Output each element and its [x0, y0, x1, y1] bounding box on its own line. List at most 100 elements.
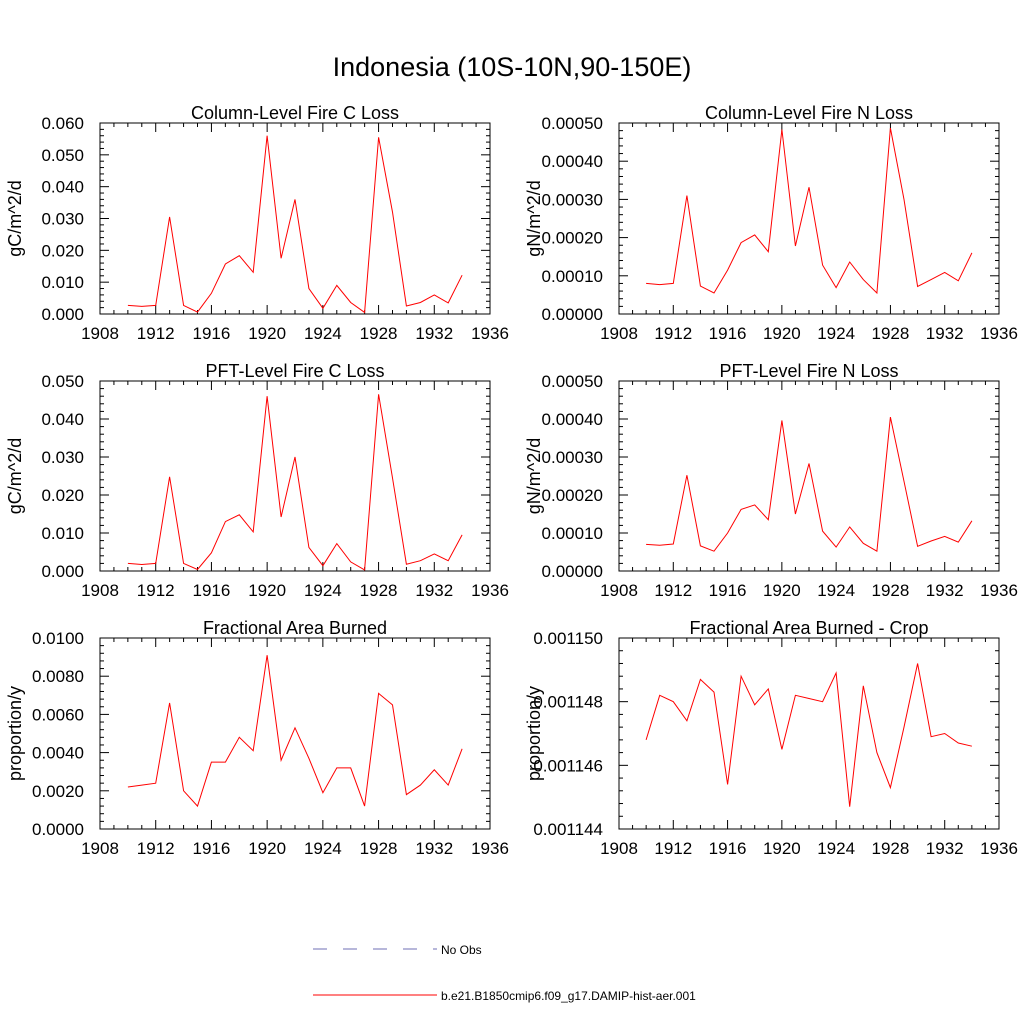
x-tick-label: 1916	[193, 324, 231, 343]
x-tick-label: 1908	[81, 324, 119, 343]
y-tick-label: 0.00040	[542, 410, 603, 429]
panel-title: PFT-Level Fire N Loss	[719, 361, 898, 381]
plot-frame	[618, 637, 1000, 830]
x-tick-label: 1936	[980, 581, 1018, 600]
y-axis-label: gC/m^2/d	[5, 438, 25, 514]
y-tick-label: 0.040	[41, 410, 84, 429]
y-tick-label: 0.00030	[542, 190, 603, 209]
y-tick-label: 0.00020	[542, 229, 603, 248]
y-tick-label: 0.010	[41, 273, 84, 292]
x-tick-label: 1912	[654, 581, 692, 600]
panel-4: PFT-Level Fire N Loss gN/m^2/d 1908 1912 191…	[524, 361, 1018, 600]
x-tick-label: 1936	[471, 839, 509, 858]
x-tick-label: 1932	[415, 324, 453, 343]
x-tick-label: 1908	[600, 324, 638, 343]
x-tick-label: 1932	[926, 581, 964, 600]
series-line	[127, 394, 463, 571]
x-tick-label: 1912	[654, 324, 692, 343]
series-line	[646, 416, 973, 553]
panel-title: Column-Level Fire C Loss	[191, 103, 399, 123]
y-tick-label: 0.000	[41, 305, 84, 324]
x-tick-label: 1932	[415, 581, 453, 600]
x-tick-label: 1936	[471, 324, 509, 343]
x-tick-label: 1928	[360, 581, 398, 600]
figure-title: Indonesia (10S-10N,90-150E)	[333, 52, 692, 82]
x-tick-label: 1912	[654, 839, 692, 858]
legend-label-model: b.e21.B1850cmip6.f09_g17.DAMIP-hist-aer.…	[441, 989, 696, 1003]
x-tick-label: 1916	[709, 839, 747, 858]
x-tick-label: 1908	[81, 581, 119, 600]
x-tick-label: 1916	[193, 581, 231, 600]
y-tick-label: 0.0060	[32, 705, 84, 724]
series-line	[646, 127, 973, 295]
y-tick-label: 0.050	[41, 372, 84, 391]
x-tick-label: 1932	[926, 839, 964, 858]
y-tick-label: 0.030	[41, 448, 84, 467]
y-tick-label: 0.00030	[542, 448, 603, 467]
x-tick-label: 1928	[360, 324, 398, 343]
y-tick-label: 0.010	[41, 524, 84, 543]
y-tick-label: 0.0100	[32, 629, 84, 648]
y-tick-label: 0.0020	[32, 782, 84, 801]
x-tick-label: 1908	[600, 581, 638, 600]
x-tick-label: 1920	[763, 839, 801, 858]
legend: No Obs b.e21.B1850cmip6.f09_g17.DAMIP-hi…	[313, 943, 696, 1003]
y-tick-label: 0.000	[41, 562, 84, 581]
y-tick-label: 0.0080	[32, 667, 84, 686]
x-tick-label: 1916	[709, 324, 747, 343]
y-tick-label: 0.050	[41, 146, 84, 165]
y-tick-label: 0.00010	[542, 267, 603, 286]
x-tick-label: 1932	[415, 839, 453, 858]
x-tick-label: 1932	[926, 324, 964, 343]
x-tick-label: 1928	[872, 581, 910, 600]
panel-1: Column-Level Fire C Loss gC/m^2/d 1908 1912…	[5, 103, 509, 343]
x-tick-label: 1920	[763, 581, 801, 600]
x-tick-label: 1912	[137, 839, 175, 858]
x-tick-label: 1908	[600, 839, 638, 858]
plot-frame	[99, 380, 491, 572]
y-tick-label: 0.0000	[32, 820, 84, 839]
panel-title: Fractional Area Burned	[203, 618, 387, 638]
x-tick-label: 1920	[248, 839, 286, 858]
x-tick-label: 1916	[709, 581, 747, 600]
y-axis-label: proportion/y	[524, 686, 544, 781]
x-tick-label: 1920	[248, 324, 286, 343]
panel-title: PFT-Level Fire C Loss	[205, 361, 384, 381]
y-axis-label: gN/m^2/d	[524, 180, 544, 256]
plot-frame	[618, 122, 1000, 315]
y-tick-label: 0.020	[41, 241, 84, 260]
y-tick-label: 0.00040	[542, 152, 603, 171]
y-tick-label: 0.040	[41, 178, 84, 197]
x-tick-label: 1928	[872, 324, 910, 343]
y-tick-label: 0.00050	[542, 114, 603, 133]
y-tick-label: 0.001146	[533, 756, 603, 775]
y-tick-label: 0.00000	[542, 305, 603, 324]
x-tick-label: 1916	[193, 839, 231, 858]
legend-label-no-obs: No Obs	[441, 943, 482, 957]
y-tick-label: 0.020	[41, 486, 84, 505]
y-axis-label: gN/m^2/d	[524, 438, 544, 514]
x-tick-label: 1912	[137, 324, 175, 343]
series-line	[127, 135, 463, 314]
x-tick-label: 1924	[817, 839, 855, 858]
x-tick-label: 1924	[304, 324, 342, 343]
x-tick-label: 1928	[360, 839, 398, 858]
y-tick-label: 0.00010	[542, 524, 603, 543]
x-tick-label: 1912	[137, 581, 175, 600]
panels: Column-Level Fire C Loss gC/m^2/d 1908 1912…	[5, 103, 1018, 858]
x-tick-label: 1908	[81, 839, 119, 858]
panel-3: PFT-Level Fire C Loss gC/m^2/d 1908 1912 191…	[5, 361, 509, 600]
panel-6: Fractional Area Burned - Crop proportion/…	[524, 618, 1018, 858]
x-tick-label: 1924	[817, 581, 855, 600]
panel-title: Column-Level Fire N Loss	[705, 103, 913, 123]
y-tick-label: 0.00020	[542, 486, 603, 505]
y-tick-label: 0.00050	[542, 372, 603, 391]
x-tick-label: 1920	[763, 324, 801, 343]
y-tick-label: 0.030	[41, 210, 84, 229]
y-axis-label: gC/m^2/d	[5, 180, 25, 256]
series-line	[645, 663, 973, 807]
y-tick-label: 0.001144	[533, 820, 603, 839]
x-tick-label: 1924	[817, 324, 855, 343]
y-tick-label: 0.001150	[533, 629, 603, 648]
